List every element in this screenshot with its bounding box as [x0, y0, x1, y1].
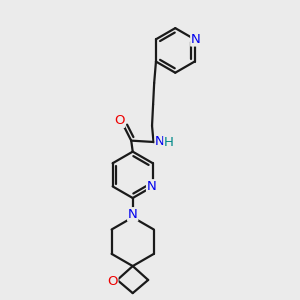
Text: N: N [128, 208, 138, 221]
Text: O: O [114, 114, 124, 127]
Text: O: O [107, 275, 118, 288]
Text: H: H [164, 136, 174, 149]
Text: N: N [147, 180, 157, 193]
Text: N: N [191, 33, 201, 46]
Text: N: N [155, 135, 165, 148]
